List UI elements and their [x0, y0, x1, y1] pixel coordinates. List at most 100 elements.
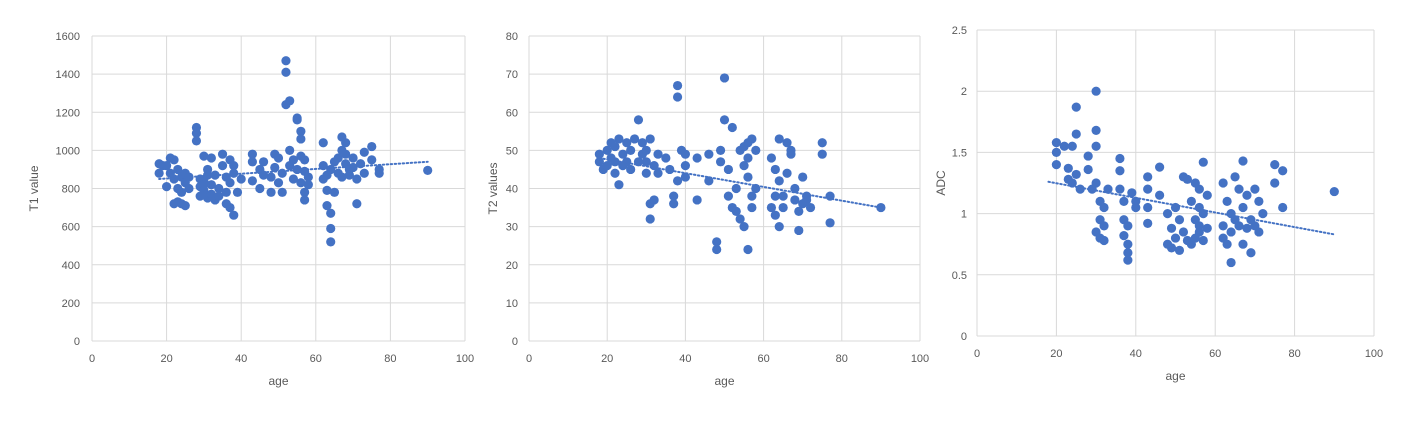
adc-ytick-label: 1.5 [952, 147, 967, 159]
t2-data-point [778, 202, 788, 213]
t1-data-point [162, 181, 172, 192]
t1-data-point [214, 183, 224, 194]
adc-xtick-label: 80 [1288, 348, 1300, 360]
adc-data-point [1174, 215, 1185, 225]
t1-data-point [184, 183, 194, 194]
adc-data-point [1234, 221, 1244, 231]
t1-data-point [277, 187, 287, 197]
t2-data-point [626, 164, 636, 175]
adc-data-point [1123, 239, 1133, 249]
adc-ytick-label: 1 [961, 209, 967, 221]
adc-data-point [1115, 166, 1125, 176]
adc-data-point [1246, 248, 1256, 258]
t2-data-point [743, 153, 753, 163]
t2-data-point [649, 195, 659, 205]
t1-data-point [300, 195, 310, 205]
t1-data-point [296, 178, 306, 188]
adc-data-point [1278, 202, 1288, 213]
adc-data-point [1186, 196, 1196, 206]
adc-chart-svg: 0 0.5 1 1.5 2 2.5 0 20 40 60 80 100 age ADC [934, 25, 1383, 383]
t1-ytick-label: 200 [62, 298, 80, 310]
t2-data-point [817, 138, 827, 148]
t2-data-point [680, 149, 690, 159]
t1-data-point [176, 187, 187, 197]
t1-data-point [374, 164, 384, 175]
t2-data-point [594, 149, 604, 159]
t1-data-point [322, 185, 332, 196]
t2-data-point [743, 244, 753, 255]
t1-data-point [236, 174, 246, 184]
t1-data-point [352, 174, 362, 184]
adc-data-point [1238, 239, 1248, 249]
t2-data-point [626, 145, 636, 155]
adc-data-point [1143, 218, 1153, 228]
t2-data-point [661, 153, 671, 163]
adc-data-point [1238, 156, 1248, 166]
t2-xtick-label: 60 [757, 353, 769, 365]
adc-data-point [1254, 196, 1264, 206]
t1-data-point [281, 67, 291, 77]
t2-y-axis-title: T2 values [486, 162, 500, 214]
t1-data-point [326, 237, 336, 247]
t2-chart-svg: 0 10 20 30 40 50 60 70 80 0 20 40 60 80 100 age T2 value… [486, 31, 929, 388]
t1-xtick-label: 100 [456, 353, 474, 365]
t1-xtick-label: 60 [310, 353, 322, 365]
adc-data-point [1270, 160, 1280, 170]
adc-data-point [1063, 163, 1073, 173]
t2-data-point [774, 134, 784, 144]
adc-data-point [1242, 190, 1252, 200]
t2-data-point [645, 134, 655, 144]
adc-data-point [1051, 147, 1061, 157]
adc-data-point [1194, 227, 1204, 237]
t2-ytick-label: 10 [506, 298, 518, 310]
t2-data-point [669, 199, 679, 209]
adc-data-point [1202, 190, 1212, 200]
t2-data-point [637, 138, 647, 148]
t2-data-point [719, 115, 730, 125]
t1-data-point [352, 199, 362, 209]
t1-data-point [341, 138, 351, 148]
t2-data-point [641, 145, 651, 155]
t2-data-point [778, 191, 788, 201]
t2-data-point [641, 168, 651, 178]
t1-xtick-label: 0 [89, 353, 95, 365]
t2-data-point [731, 206, 741, 216]
adc-data-point [1123, 248, 1133, 258]
adc-data-point [1091, 178, 1101, 188]
t1-ytick-label: 0 [74, 336, 80, 348]
adc-data-point [1071, 129, 1081, 139]
adc-data-point [1166, 243, 1177, 253]
adc-data-point [1278, 166, 1288, 176]
t2-data-point [739, 222, 749, 232]
adc-data-point [1091, 141, 1101, 151]
adc-data-point [1119, 196, 1129, 206]
adc-data-point [1091, 125, 1101, 135]
t2-data-point [633, 115, 644, 125]
t2-data-point [802, 191, 812, 201]
t1-ytick-label: 800 [62, 184, 80, 196]
t1-data-point [255, 183, 265, 194]
adc-data-point [1270, 178, 1280, 188]
t1-x-axis-title: age [268, 374, 288, 388]
t2-data-point [766, 153, 777, 163]
t2-data-point [727, 122, 737, 133]
adc-data-point [1329, 186, 1339, 197]
t1-xtick-label: 80 [384, 353, 396, 365]
adc-data-point [1162, 209, 1173, 219]
t2-data-point [641, 157, 651, 167]
t1-data-point [326, 223, 336, 234]
adc-data-point [1170, 233, 1181, 243]
adc-data-point [1059, 141, 1069, 151]
adc-x-axis-title: age [1165, 369, 1185, 383]
t2-data-point [712, 244, 722, 255]
t1-data-point [214, 191, 224, 201]
adc-data-point [1071, 102, 1081, 112]
t1-data-point [423, 165, 433, 175]
t2-xtick-label: 20 [601, 353, 613, 365]
adc-data-point [1051, 138, 1061, 148]
adc-data-point [1166, 223, 1177, 233]
t2-data-point [735, 214, 745, 224]
t2-data-point [594, 157, 604, 167]
adc-y-axis-title: ADC [935, 170, 948, 196]
adc-ytick-label: 2.5 [952, 25, 967, 37]
